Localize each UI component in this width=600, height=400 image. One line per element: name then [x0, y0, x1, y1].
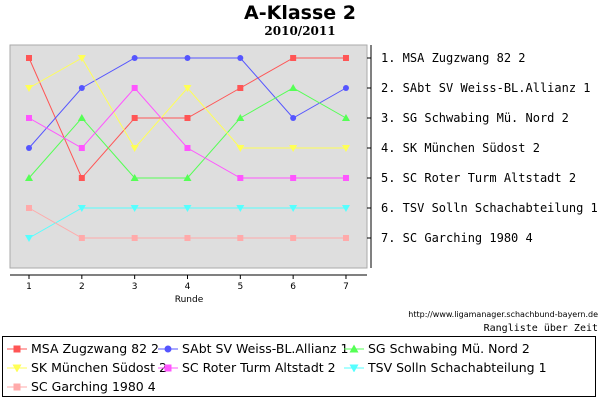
data-point [183, 205, 192, 212]
legend-swatch [7, 383, 27, 391]
legend-label: SAbt SV Weiss-BL.Allianz 1 [182, 340, 349, 356]
legend-item: SG Schwabing Mü. Nord 2 [344, 339, 530, 357]
data-point [342, 175, 349, 181]
data-point [341, 205, 350, 212]
chart-caption: Rangliste über Zeit [483, 323, 598, 334]
data-point [78, 145, 85, 151]
data-point [236, 145, 245, 152]
legend-label: SC Garching 1980 4 [31, 378, 156, 394]
data-point [183, 174, 192, 181]
data-point [131, 235, 138, 241]
data-point [184, 115, 191, 121]
data-point [25, 174, 33, 181]
legend-item: SK München Südost 2 [7, 358, 167, 376]
data-point [289, 145, 298, 152]
rank-label: 7. SC Garching 1980 4 [381, 231, 533, 245]
legend-item: SC Roter Turm Altstadt 2 [158, 358, 336, 376]
rank-label: 5. SC Roter Turm Altstadt 2 [381, 171, 576, 185]
legend-label: SC Roter Turm Altstadt 2 [182, 359, 336, 375]
data-point [342, 85, 349, 91]
x-tick-label: 5 [237, 282, 243, 292]
data-point [184, 235, 191, 241]
plot-area [9, 44, 368, 269]
legend-swatch [344, 364, 364, 372]
legend-item: SC Garching 1980 4 [7, 377, 156, 395]
legend-label: MSA Zugzwang 82 2 [31, 340, 160, 356]
data-point [26, 205, 32, 211]
legend-swatch [7, 364, 27, 372]
data-point [184, 55, 191, 61]
data-point [236, 114, 245, 121]
x-axis-label: Runde [175, 295, 204, 305]
data-point [289, 84, 298, 91]
data-point [289, 205, 298, 212]
data-point [78, 235, 85, 241]
legend-label: TSV Solln Schachabteilung 1 [368, 359, 547, 375]
data-point [130, 145, 139, 152]
data-point [342, 235, 349, 241]
x-tick-label: 1 [26, 282, 32, 292]
data-point [236, 205, 245, 212]
data-point [26, 55, 32, 61]
data-point [342, 55, 349, 61]
legend-item: SAbt SV Weiss-BL.Allianz 1 [158, 339, 348, 357]
data-point [131, 55, 138, 61]
x-tick-label: 4 [185, 282, 191, 292]
data-point [130, 205, 139, 212]
source-url: http://www.ligamanager.schachbund-bayern… [408, 310, 598, 319]
chart-title: A-Klasse 2 [244, 2, 356, 24]
rank-label: 3. SG Schwabing Mü. Nord 2 [381, 111, 569, 125]
rank-label: 1. MSA Zugzwang 82 2 [381, 51, 526, 65]
x-tick-label: 2 [79, 282, 85, 292]
legend-label: SG Schwabing Mü. Nord 2 [368, 340, 530, 356]
legend-swatch [158, 345, 178, 353]
rank-label: 6. TSV Solln Schachabteilung 1 [381, 201, 598, 215]
data-point [78, 85, 85, 91]
legend-swatch [7, 345, 27, 353]
data-point [341, 114, 350, 121]
data-point [237, 55, 244, 61]
data-point [26, 145, 32, 151]
data-point [77, 55, 86, 62]
data-point [290, 235, 297, 241]
x-tick-label: 3 [132, 282, 138, 292]
x-tick-label: 7 [343, 282, 349, 292]
data-point [184, 145, 191, 151]
data-point [183, 85, 192, 92]
legend: MSA Zugzwang 82 2 SAbt SV Weiss-BL.Allian… [2, 336, 596, 397]
data-point [77, 205, 86, 212]
data-point [26, 115, 32, 121]
data-point [25, 85, 33, 92]
data-point [78, 175, 85, 181]
data-point [237, 235, 244, 241]
data-point [131, 115, 138, 121]
data-point [25, 235, 33, 242]
data-point [130, 174, 139, 181]
data-point [237, 175, 244, 181]
data-point [131, 85, 138, 91]
data-point [290, 115, 297, 121]
data-point [290, 55, 297, 61]
legend-label: SK München Südost 2 [31, 359, 167, 375]
rank-label: 2. SAbt SV Weiss-BL.Allianz 1 [381, 81, 591, 95]
data-point [341, 145, 350, 152]
chart-subtitle: 2010/2011 [264, 24, 336, 38]
data-point [77, 114, 86, 121]
legend-item: TSV Solln Schachabteilung 1 [344, 358, 547, 376]
legend-swatch [344, 344, 364, 353]
x-tick-label: 6 [290, 282, 296, 292]
data-point [237, 85, 244, 91]
legend-item: MSA Zugzwang 82 2 [7, 339, 159, 357]
legend-swatch [158, 364, 178, 372]
rank-label: 4. SK München Südost 2 [381, 141, 540, 155]
data-point [290, 175, 297, 181]
